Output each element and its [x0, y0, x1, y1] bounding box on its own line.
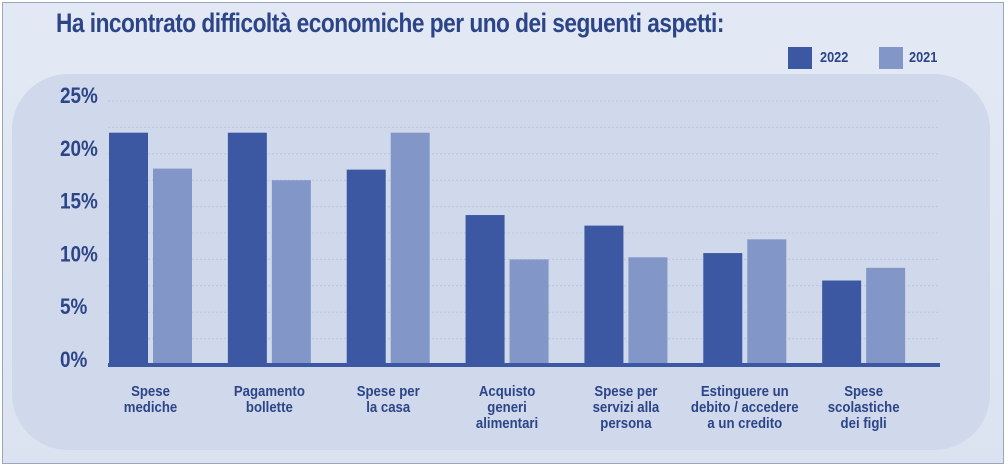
bar-2022-3	[465, 215, 505, 365]
x-category-label: Estinguere un debito / accedere a un credi…	[691, 382, 799, 431]
bar-2021-2	[390, 132, 430, 365]
y-tick-label: 20%	[60, 136, 98, 161]
bar-2022-6	[822, 280, 862, 365]
legend-label-2022: 2022	[820, 49, 849, 66]
bar-2021-0	[153, 168, 192, 365]
chart-title: Ha incontrato difficoltà economiche per …	[56, 8, 724, 38]
legend-swatch-2021	[879, 47, 903, 69]
legend-swatch-2022	[788, 47, 812, 69]
x-category-label: Spese scolastiche dei figli	[828, 382, 900, 431]
bar-2022-1	[227, 132, 267, 365]
x-category-label: Spese per la casa	[357, 382, 420, 415]
bar-2022-0	[109, 132, 148, 365]
legend-label-2021: 2021	[909, 49, 938, 66]
bar-2021-6	[866, 267, 906, 365]
x-category-label: Acquisto generi alimentari	[476, 382, 538, 431]
x-category-label: Spese mediche	[124, 382, 178, 415]
bar-2021-4	[628, 257, 668, 365]
bar-2021-3	[509, 259, 549, 365]
bar-2022-2	[346, 169, 386, 365]
x-category-label: Pagamento bollette	[234, 382, 305, 415]
y-tick-label: 15%	[60, 189, 98, 214]
legend: 2022 2021	[0, 47, 1008, 71]
y-tick-label: 25%	[60, 84, 98, 109]
y-tick-label: 0%	[60, 348, 87, 373]
bar-2021-5	[747, 239, 787, 365]
bar-2022-5	[703, 253, 743, 365]
bar-2022-4	[584, 225, 624, 365]
bar-2021-1	[271, 180, 311, 365]
y-tick-label: 5%	[60, 295, 87, 320]
y-tick-label: 10%	[60, 242, 98, 267]
x-category-label: Spese per servizi alla persona	[593, 382, 660, 431]
